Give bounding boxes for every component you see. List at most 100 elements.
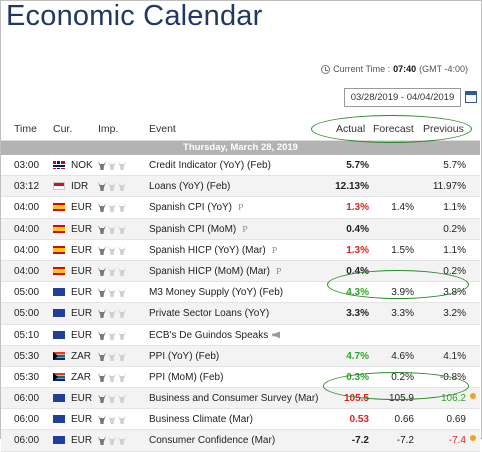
table-row[interactable]: 05:30 ZAR PPI (MoM) (Feb) 0.3% 0.2% -0.8% [1, 367, 480, 389]
bull-icon [98, 372, 106, 382]
row-actual: 4.7% [346, 350, 369, 362]
row-event-text[interactable]: Consumer Confidence (Mar) [149, 435, 276, 447]
bull-icon [108, 224, 116, 234]
bull-icon [118, 182, 126, 192]
col-actual[interactable]: Actual [336, 123, 366, 135]
row-forecast: 0.66 [394, 414, 414, 426]
table-row[interactable]: 04:00 EUR Spanish HICP (MoM) (Mar) P 0.4% 0.2… [1, 260, 480, 283]
bull-icon [108, 372, 116, 382]
bull-icon [118, 203, 126, 213]
flag-eur-icon [53, 415, 65, 424]
row-event-text[interactable]: M3 Money Supply (YoY) (Feb) [149, 287, 284, 299]
flag-zar-icon [53, 351, 65, 360]
row-actual: 1.3% [346, 244, 369, 256]
row-previous: 106.2 [440, 393, 466, 405]
flag-eur-icon [53, 436, 65, 445]
day-header: Thursday, March 28, 2019 [1, 141, 480, 155]
table-row[interactable]: 06:00 EUR Consumer Confidence (Mar) -7.2 -7.… [1, 430, 480, 452]
col-time[interactable]: Time [14, 123, 37, 135]
row-previous: 0.69 [446, 414, 466, 426]
row-actual: 0.53 [349, 414, 369, 426]
table-row[interactable]: 04:00 EUR Spanish CPI (MoM) P 0.4% 0.2% [1, 218, 480, 240]
bull-icon [118, 394, 126, 404]
row-actual: 0.4% [346, 223, 369, 235]
table-row[interactable]: 05:10 EUR ECB's De Guindos Speaks [1, 325, 480, 346]
row-forecast: 1.5% [391, 244, 414, 256]
row-event-text[interactable]: Spanish CPI (YoY) [149, 202, 233, 214]
row-event-text[interactable]: Spanish HICP (MoM) (Mar) [149, 265, 270, 277]
bull-icon [98, 330, 106, 340]
col-currency[interactable]: Cur. [53, 123, 73, 135]
row-event-text[interactable]: Credit Indicator (YoY) (Feb) [149, 160, 271, 171]
row-previous: 1.1% [443, 202, 466, 214]
row-event: Private Sector Loans (YoY) [149, 308, 269, 319]
row-event-text[interactable]: Business and Consumer Survey (Mar) [149, 393, 319, 405]
table-row[interactable]: 06:00 EUR Business Climate (Mar) 0.53 0.66 0.… [1, 409, 480, 431]
col-forecast[interactable]: Forecast [373, 123, 414, 135]
bull-icon [98, 436, 106, 446]
table-row[interactable]: 04:00 EUR Spanish HICP (YoY) (Mar) P 1.3% 1.5… [1, 240, 480, 261]
flag-esp-icon [53, 245, 65, 254]
bull-icon [108, 309, 116, 319]
calendar-icon[interactable] [465, 91, 477, 103]
row-time: 05:10 [14, 329, 40, 341]
speaker-icon [272, 331, 281, 339]
bull-icon [108, 394, 116, 404]
row-currency: EUR [71, 244, 93, 256]
bull-icon [108, 288, 116, 298]
bull-icon [108, 266, 116, 276]
row-currency: EUR [71, 329, 93, 341]
importance-bulls [98, 266, 126, 276]
row-event-text[interactable]: Private Sector Loans (YoY) [149, 308, 270, 320]
col-previous[interactable]: Previous [423, 123, 464, 135]
table-row[interactable]: 03:00 NOK Credit Indicator (YoY) (Feb) 5.7%… [1, 155, 480, 177]
table-row[interactable]: 06:00 EUR Business and Consumer Survey (Ma… [1, 388, 480, 410]
flag-esp-icon [53, 203, 65, 212]
bull-icon [98, 224, 106, 234]
bull-icon [118, 288, 126, 298]
row-time: 04:00 [14, 223, 40, 235]
bull-icon [98, 309, 106, 319]
row-currency: EUR [71, 435, 93, 447]
row-currency: ZAR [71, 350, 91, 362]
bull-icon [108, 203, 116, 213]
row-forecast: 0.2% [391, 371, 414, 383]
date-range-input[interactable]: 03/28/2019 - 04/04/2019 [344, 88, 461, 107]
table-row[interactable]: 05:00 EUR M3 Money Supply (YoY) (Feb) 4.3% 3… [1, 282, 480, 304]
row-event-text[interactable]: Business Climate (Mar) [149, 414, 253, 426]
flag-eur-icon [53, 330, 65, 339]
row-time: 06:00 [14, 414, 40, 426]
row-previous: 0.2% [443, 265, 466, 277]
row-event: Spanish HICP (MoM) (Mar) P [149, 266, 281, 277]
row-event-text[interactable]: Loans (YoY) (Feb) [149, 181, 231, 193]
row-currency: EUR [71, 393, 93, 405]
row-event-text[interactable]: PPI (MoM) (Feb) [149, 371, 224, 383]
row-event-text[interactable]: PPI (YoY) (Feb) [149, 350, 220, 362]
row-previous: 4.1% [443, 350, 466, 362]
row-previous: 5.7% [443, 160, 466, 171]
table-row[interactable]: 04:00 EUR Spanish CPI (YoY) P 1.3% 1.4% 1.1% [1, 197, 480, 219]
col-importance[interactable]: Imp. [98, 123, 119, 135]
row-event: Consumer Confidence (Mar) [149, 435, 275, 446]
table-row[interactable]: 05:00 EUR Private Sector Loans (YoY) 3.3% 3.… [1, 303, 480, 325]
row-event-text[interactable]: ECB's De Guindos Speaks [149, 329, 269, 341]
col-event[interactable]: Event [149, 123, 176, 135]
flag-idr-icon [53, 182, 65, 191]
row-previous: -7.4 [448, 435, 466, 447]
row-event: ECB's De Guindos Speaks [149, 329, 281, 341]
table-body: 03:00 NOK Credit Indicator (YoY) (Feb) 5.7%… [1, 155, 480, 452]
importance-bulls [98, 436, 126, 446]
row-event-text[interactable]: Spanish CPI (MoM) [149, 223, 237, 235]
flag-esp-icon [53, 266, 65, 275]
bull-icon [118, 351, 126, 361]
table-row[interactable]: 05:30 ZAR PPI (YoY) (Feb) 4.7% 4.6% 4.1% [1, 345, 480, 367]
preliminary-mark: P [275, 266, 282, 276]
row-event: M3 Money Supply (YoY) (Feb) [149, 287, 283, 298]
row-event-text[interactable]: Spanish HICP (YoY) (Mar) [149, 244, 266, 256]
row-actual: 0.4% [346, 265, 369, 277]
row-time: 05:30 [14, 350, 40, 362]
row-event: Business Climate (Mar) [149, 414, 253, 425]
revised-dot-icon [470, 393, 476, 400]
importance-bulls [98, 224, 126, 234]
table-row[interactable]: 03:12 IDR Loans (YoY) (Feb) 12.13% 11.97% [1, 176, 480, 198]
